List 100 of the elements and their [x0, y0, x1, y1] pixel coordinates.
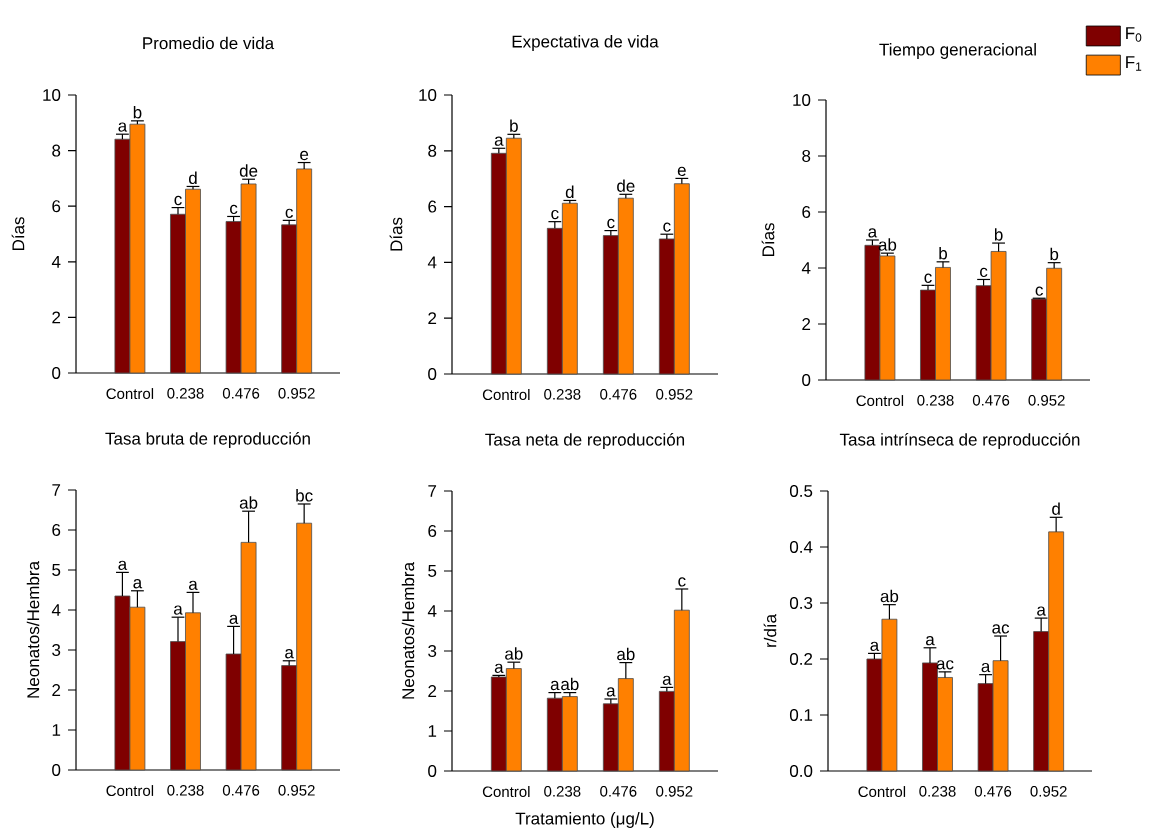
data-label: ac [992, 624, 1010, 634]
y-tick-label: 6 [52, 523, 61, 536]
data-label: a [188, 580, 198, 590]
y-tick-label: 2 [428, 312, 437, 325]
data-label: c [174, 195, 182, 206]
y-tick-label: 2 [802, 318, 811, 330]
data-label: c [230, 204, 238, 215]
y-axis-title: Días [11, 217, 25, 251]
chart-title: Tasa intrínseca de reproducción [839, 432, 1080, 449]
data-label: a [229, 614, 239, 624]
y-tick-label: 2 [52, 684, 61, 696]
data-label: ab [878, 238, 897, 251]
data-label: a [133, 579, 143, 589]
y-axis-title: Días [761, 223, 775, 257]
data-label: ab [505, 647, 523, 660]
y-tick-label: 4 [427, 256, 437, 269]
chart-title: Tasa bruta de reproducción [105, 431, 310, 448]
x-axis-title: Tratamiento (μg/L) [515, 812, 654, 828]
y-tick-label: 7 [52, 484, 61, 496]
y-tick-label: 7 [428, 485, 437, 497]
x-tick-label: Control [482, 786, 530, 798]
x-tick-label: 0.952 [278, 388, 315, 399]
x-tick-label: 0.952 [1030, 786, 1067, 797]
data-label: de [239, 164, 258, 177]
y-tick-label: 6 [52, 200, 61, 213]
legend-label: F$_{1}$ [1126, 56, 1142, 71]
y-axis-title: Neonatos/Hembra [26, 561, 40, 698]
x-tick-label: 0.476 [600, 389, 637, 400]
data-label: b [1050, 247, 1059, 261]
y-tick-label: 10 [43, 88, 61, 101]
x-tick-label: 0.476 [974, 786, 1012, 797]
data-label: c [924, 273, 932, 283]
data-label: b [994, 228, 1003, 241]
x-tick-label: Control [106, 785, 154, 797]
x-tick-label: Control [482, 389, 530, 401]
data-label: c [1035, 286, 1043, 296]
y-tick-label: 0 [52, 763, 61, 776]
data-label: ab [561, 677, 579, 691]
y-tick-label: 0 [52, 366, 61, 379]
data-label: a [925, 636, 935, 646]
y-tick-label: 0.3 [789, 596, 813, 609]
x-tick-label: 0.238 [917, 395, 954, 406]
y-tick-label: 2 [52, 311, 61, 324]
y-tick-label: 0.0 [789, 764, 813, 777]
data-label: d [565, 185, 574, 199]
y-tick-label: 1 [428, 725, 437, 737]
data-label: a [606, 687, 616, 697]
data-label: c [607, 218, 615, 229]
data-label: c [285, 208, 293, 218]
y-tick-label: 8 [428, 144, 437, 157]
y-tick-label: 1 [52, 724, 61, 736]
y-tick-label: 0.1 [789, 708, 813, 721]
data-label: d [188, 171, 197, 185]
x-tick-label: 0.238 [167, 785, 204, 796]
data-label: b [510, 119, 518, 132]
data-label: a [494, 663, 504, 673]
y-tick-label: 6 [428, 200, 437, 213]
chart-title: Expectativa de vida [512, 35, 659, 51]
data-label: a [1037, 606, 1046, 616]
x-tick-label: 0.476 [222, 388, 260, 399]
data-label: a [870, 641, 880, 651]
y-tick-label: 4 [801, 262, 811, 274]
data-label: a [173, 605, 183, 615]
data-label: ac [936, 660, 954, 670]
legend-label: F$_{0}$ [1126, 27, 1142, 42]
data-label: b [133, 105, 142, 119]
data-label: b [939, 246, 948, 260]
data-label: ab [617, 647, 635, 661]
y-tick-label: 0 [428, 764, 437, 777]
y-tick-label: 0 [802, 373, 811, 386]
y-tick-label: 5 [52, 564, 61, 576]
data-label: ab [239, 496, 258, 509]
data-label: c [551, 209, 559, 220]
y-tick-label: 10 [419, 88, 437, 101]
y-tick-label: 8 [802, 149, 811, 162]
data-label: a [981, 662, 991, 673]
y-axis-title: Días [389, 217, 403, 251]
x-tick-label: 0.238 [544, 786, 581, 797]
y-tick-label: 6 [428, 524, 437, 537]
x-tick-label: 0.952 [656, 786, 693, 797]
data-label: a [494, 136, 504, 146]
data-label: a [868, 228, 878, 238]
data-label: a [285, 649, 294, 659]
y-tick-label: 8 [52, 144, 61, 157]
data-label: c [980, 267, 988, 278]
y-tick-label: 5 [428, 565, 437, 577]
x-tick-label: 0.476 [600, 786, 637, 797]
y-tick-label: 2 [428, 685, 437, 697]
x-tick-label: 0.238 [919, 786, 956, 797]
y-tick-label: 4 [51, 604, 61, 616]
chart-title: Tiempo generacional [879, 43, 1036, 59]
y-tick-label: 4 [427, 605, 437, 617]
x-tick-label: Control [856, 395, 904, 407]
data-label: a [662, 675, 672, 685]
x-tick-label: 0.238 [167, 388, 204, 399]
chart-title: Promedio de vida [143, 36, 275, 50]
y-tick-label: 0.2 [789, 652, 813, 665]
x-tick-label: 0.952 [656, 389, 693, 400]
x-tick-label: Control [858, 786, 906, 798]
data-label: a [550, 680, 560, 691]
